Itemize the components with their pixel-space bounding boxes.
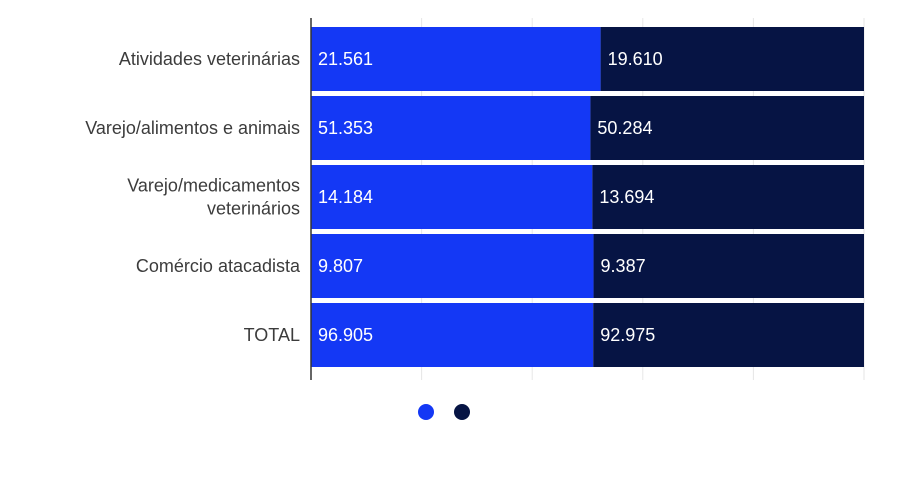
bar-segment [311, 27, 601, 91]
data-label: 9.807 [318, 256, 363, 276]
data-label: 19.610 [608, 49, 663, 69]
data-label: 13.694 [599, 187, 654, 207]
data-label: 21.561 [318, 49, 373, 69]
data-label: 9.387 [601, 256, 646, 276]
category-label: Varejo/alimentos e animais [85, 118, 300, 138]
data-label: 51.353 [318, 118, 373, 138]
category-label: Atividades veterinárias [119, 49, 300, 69]
bar-segment [311, 303, 594, 367]
data-label: 50.284 [597, 118, 652, 138]
data-label: 92.975 [600, 325, 655, 345]
data-label: 96.905 [318, 325, 373, 345]
data-label: 14.184 [318, 187, 373, 207]
category-label: TOTAL [244, 325, 300, 345]
category-labels: Atividades veterinárias Varejo/alimentos … [85, 49, 301, 345]
bar-segment [600, 27, 864, 91]
bar-segment [592, 165, 864, 229]
bar-segment [593, 234, 864, 298]
legend-marker[interactable] [418, 404, 434, 420]
category-label: Comércio atacadista [136, 256, 301, 276]
value-labels: 21.561 19.610 51.353 50.284 14.184 13.694 9.80… [318, 49, 663, 345]
bar-segment [311, 234, 594, 298]
bar-segment [311, 96, 591, 160]
bar-segment [311, 165, 593, 229]
bar-segment [590, 96, 864, 160]
legend-marker[interactable] [454, 404, 470, 420]
legend [418, 404, 470, 420]
bars [311, 27, 864, 367]
bar-segment [593, 303, 864, 367]
category-label: Varejo/medicamentos veterinários [127, 176, 300, 219]
